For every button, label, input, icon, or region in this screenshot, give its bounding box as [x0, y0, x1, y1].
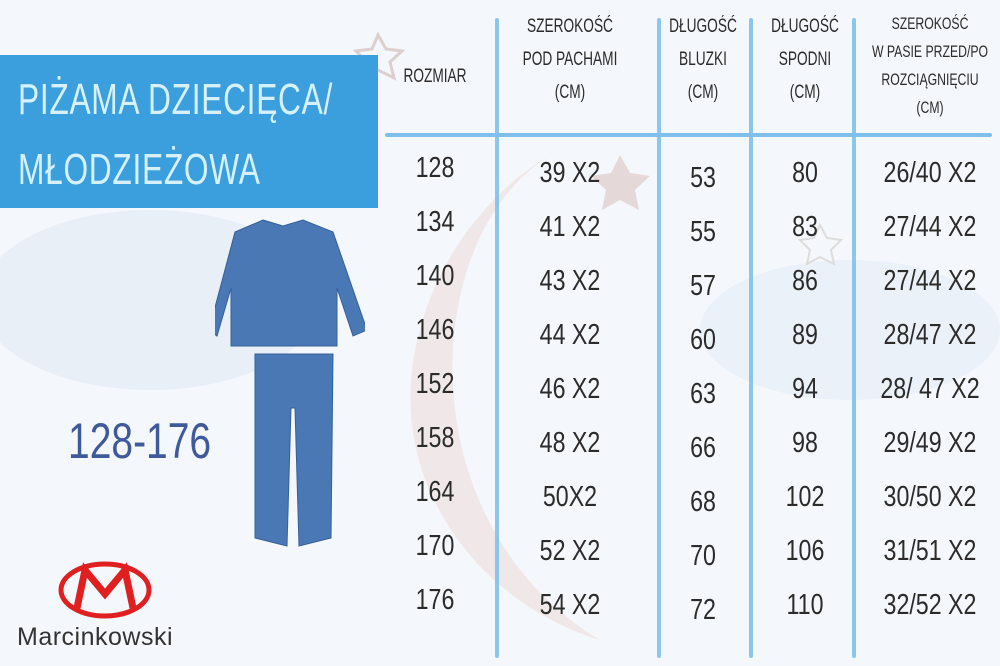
- table-cell: 50X2: [542, 481, 598, 513]
- table-cell: 86: [792, 265, 818, 297]
- table-cell: 102: [785, 481, 825, 513]
- title-banner: PIŻAMA DZIECIĘCA/ MŁODZIEŻOWA: [0, 55, 378, 208]
- column-header-line: (CM): [789, 82, 821, 103]
- column-divider: [495, 18, 499, 658]
- table-cell: 27/44 X2: [883, 211, 977, 243]
- table-cell: 32/52 X2: [883, 589, 977, 621]
- table-cell: 39 X2: [539, 157, 601, 189]
- table-cell: 28/ 47 X2: [880, 373, 980, 405]
- table-cell: 28/47 X2: [883, 319, 977, 351]
- column-divider: [852, 18, 856, 658]
- pajama-illustration: [215, 219, 365, 547]
- table-cell: 27/44 X2: [883, 265, 977, 297]
- table-cell: 98: [792, 427, 818, 459]
- table-cell: 63: [690, 378, 716, 410]
- table-cell: 164: [415, 476, 455, 508]
- column-header: DŁUGOŚĆ BLUZKI (CM): [631, 10, 775, 109]
- column-divider: [749, 18, 753, 658]
- column-header-line: SZEROKOŚĆ: [891, 14, 969, 33]
- table-cell: 70: [690, 540, 716, 572]
- column-header-line: SPODNI: [778, 49, 832, 70]
- brand-logo-icon: [58, 561, 152, 619]
- table-cell: 30/50 X2: [883, 481, 977, 513]
- column-header-line: (CM): [554, 82, 586, 103]
- column-header-line: W PASIE PRZED/PO: [871, 42, 989, 61]
- table-cell: 146: [415, 314, 455, 346]
- table-cell: 68: [690, 486, 716, 518]
- column-header: DŁUGOŚĆ SPODNI (CM): [733, 10, 877, 109]
- table-cell: 94: [792, 373, 818, 405]
- table-cell: 31/51 X2: [883, 535, 977, 567]
- table-cell: 66: [690, 432, 716, 464]
- table-cell: 134: [415, 206, 455, 238]
- table-cell: 54 X2: [539, 589, 601, 621]
- column-header: SZEROKOŚĆ POD PACHAMI (CM): [498, 10, 642, 109]
- column-header-line: DŁUGOŚĆ: [669, 16, 737, 37]
- table-cell: 128: [415, 152, 455, 184]
- column-header-line: SZEROKOŚĆ: [527, 16, 613, 37]
- title-line-2: MŁODZIEŻOWA: [18, 145, 261, 194]
- brand-name: Marcinkowski: [17, 623, 174, 651]
- table-cell: 57: [690, 270, 716, 302]
- table-cell: 41 X2: [539, 211, 601, 243]
- column-header-line: DŁUGOŚĆ: [771, 16, 839, 37]
- title-line-1: PIŻAMA DZIECIĘCA/: [18, 75, 334, 124]
- column-divider: [657, 18, 661, 658]
- table-cell: 170: [415, 530, 455, 562]
- table-cell: 110: [786, 589, 824, 621]
- table-cell: 43 X2: [539, 265, 601, 297]
- column-header-line: POD PACHAMI: [522, 49, 618, 70]
- table-cell: 152: [415, 368, 455, 400]
- table-cell: 46 X2: [539, 373, 601, 405]
- table-cell: 72: [690, 594, 716, 626]
- table-cell: 176: [415, 584, 455, 616]
- table-cell: 44 X2: [539, 319, 601, 351]
- table-cell: 83: [792, 211, 818, 243]
- table-cell: 158: [415, 422, 455, 454]
- column-header-line: ROZCIĄGNIĘCIU: [881, 70, 979, 89]
- header-divider: [385, 133, 992, 137]
- table-cell: 53: [690, 162, 716, 194]
- table-cell: 80: [792, 157, 818, 189]
- column-header-line: BLUZKI: [679, 49, 727, 70]
- column-header-line: (CM): [687, 82, 719, 103]
- table-cell: 140: [415, 260, 455, 292]
- table-cell: 52 X2: [539, 535, 601, 567]
- table-cell: 48 X2: [539, 427, 601, 459]
- table-cell: 29/49 X2: [883, 427, 977, 459]
- column-header: SZEROKOŚĆ W PASIE PRZED/PO ROZCIĄGNIĘCIU (C…: [858, 10, 1000, 122]
- table-cell: 26/40 X2: [883, 157, 977, 189]
- table-cell: 60: [690, 324, 716, 356]
- table-cell: 55: [690, 216, 716, 248]
- table-cell: 106: [785, 535, 825, 567]
- size-range: 128-176: [68, 413, 212, 469]
- table-cell: 89: [792, 319, 818, 351]
- column-header: ROZMIAR: [363, 60, 507, 93]
- column-header-line: ROZMIAR: [403, 66, 467, 87]
- column-header-line: (CM): [916, 98, 944, 117]
